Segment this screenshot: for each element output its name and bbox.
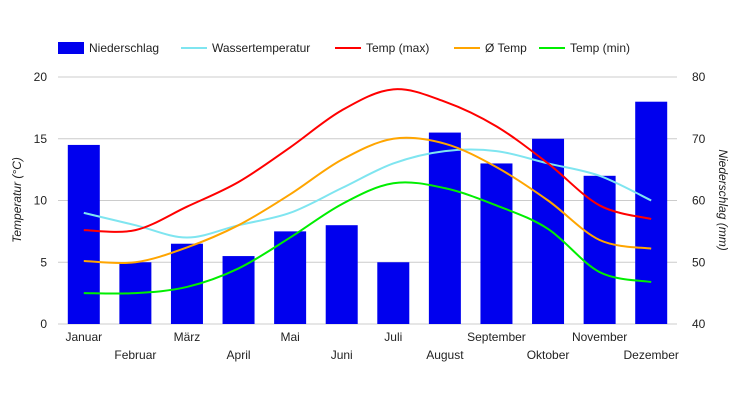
legend-label: Temp (max) (366, 41, 429, 55)
line-wassertemperatur (83, 148, 652, 239)
legend-label: Niederschlag (89, 41, 159, 55)
x-tick-label: Juli (384, 330, 402, 344)
right-tick-label: 40 (692, 317, 706, 331)
bar (635, 101, 668, 324)
right-tick-label: 50 (692, 255, 706, 269)
x-tick-label: April (227, 348, 251, 362)
bar (222, 256, 255, 324)
left-tick-label: 15 (34, 132, 48, 146)
line-temp-max (83, 88, 652, 233)
bar (583, 175, 616, 324)
right-tick-label: 70 (692, 132, 706, 146)
line-temp-min (83, 181, 652, 295)
legend-label: Temp (min) (570, 41, 630, 55)
bar (67, 144, 100, 324)
bar (480, 163, 513, 324)
legend-swatch (58, 42, 84, 54)
bar (325, 225, 358, 324)
left-tick-label: 5 (40, 255, 47, 269)
x-tick-label: September (467, 330, 526, 344)
bar (428, 132, 461, 324)
bar (274, 231, 307, 324)
legend-label: Wassertemperatur (212, 41, 310, 55)
x-tick-label: Oktober (527, 348, 570, 362)
gridlines (58, 76, 677, 325)
x-tick-label: Dezember (624, 348, 679, 362)
x-tick-label: August (426, 348, 464, 362)
x-tick-label: März (174, 330, 201, 344)
left-axis-label: Temperatur (°C) (10, 157, 24, 243)
right-tick-label: 60 (692, 194, 706, 208)
bar (532, 138, 565, 324)
right-tick-label: 80 (692, 70, 706, 84)
x-tick-label: Februar (114, 348, 156, 362)
left-tick-label: 0 (40, 317, 47, 331)
x-tick-label: Januar (65, 330, 102, 344)
legend-label: Ø Temp (485, 41, 527, 55)
bar (377, 262, 410, 324)
left-tick-label: 10 (34, 194, 48, 208)
right-y-axis: 40 50 60 70 80 (692, 70, 706, 331)
temperature-lines (83, 88, 652, 295)
x-axis: Januar Februar März April Mai Juni Juli AugustS… (65, 330, 678, 362)
x-tick-label: Mai (280, 330, 299, 344)
line-temp (83, 136, 652, 265)
x-tick-label: Juni (331, 348, 353, 362)
x-tick-label: November (572, 330, 627, 344)
left-y-axis: 0 5 10 15 20 (34, 70, 48, 331)
left-tick-label: 20 (34, 70, 48, 84)
right-axis-label: Niederschlag (mm) (716, 149, 730, 250)
legend: Niederschlag Wassertemperatur Temp (max) Ø … (58, 41, 630, 55)
